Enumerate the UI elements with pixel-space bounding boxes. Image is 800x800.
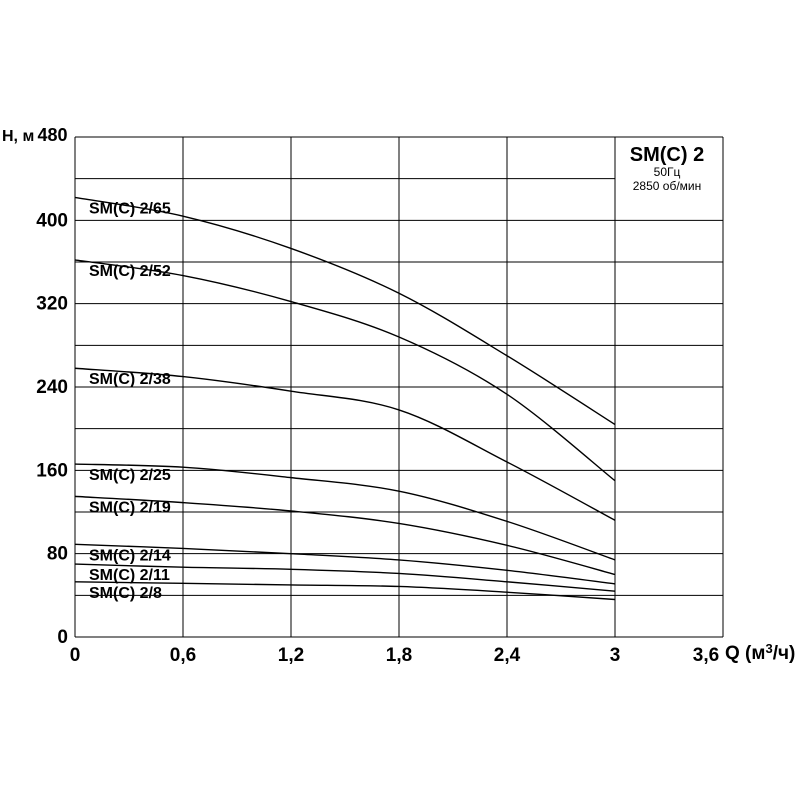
svg-text:0,6: 0,6 xyxy=(170,645,196,666)
svg-text:SM(C) 2: SM(C) 2 xyxy=(630,144,704,166)
svg-text:SM(C) 2/14: SM(C) 2/14 xyxy=(89,547,171,564)
svg-text:SM(C) 2/11: SM(C) 2/11 xyxy=(89,567,170,584)
svg-text:SM(C) 2/65: SM(C) 2/65 xyxy=(89,200,171,217)
svg-text:320: 320 xyxy=(36,294,68,315)
svg-text:Q (м3/ч): Q (м3/ч) xyxy=(725,641,795,664)
svg-text:80: 80 xyxy=(47,544,68,565)
svg-text:SM(C) 2/19: SM(C) 2/19 xyxy=(89,499,171,516)
svg-text:0: 0 xyxy=(57,627,68,648)
svg-text:2,4: 2,4 xyxy=(494,645,521,666)
svg-text:2850 об/мин: 2850 об/мин xyxy=(633,179,702,193)
svg-text:SM(C) 2/52: SM(C) 2/52 xyxy=(89,263,171,280)
svg-text:1,2: 1,2 xyxy=(278,645,304,666)
svg-text:0: 0 xyxy=(70,645,81,666)
svg-text:H, м: H, м xyxy=(2,128,34,145)
svg-text:160: 160 xyxy=(36,460,68,481)
svg-text:SM(C) 2/38: SM(C) 2/38 xyxy=(89,371,171,388)
svg-text:1,8: 1,8 xyxy=(386,645,412,666)
svg-text:SM(C) 2/25: SM(C) 2/25 xyxy=(89,467,171,484)
svg-text:3: 3 xyxy=(610,645,621,666)
svg-text:SM(C) 2/8: SM(C) 2/8 xyxy=(89,585,162,602)
svg-text:240: 240 xyxy=(36,377,68,398)
svg-text:400: 400 xyxy=(36,210,68,231)
svg-text:50Гц: 50Гц xyxy=(654,165,681,179)
svg-text:3,6: 3,6 xyxy=(693,645,719,666)
svg-text:480: 480 xyxy=(37,125,67,145)
